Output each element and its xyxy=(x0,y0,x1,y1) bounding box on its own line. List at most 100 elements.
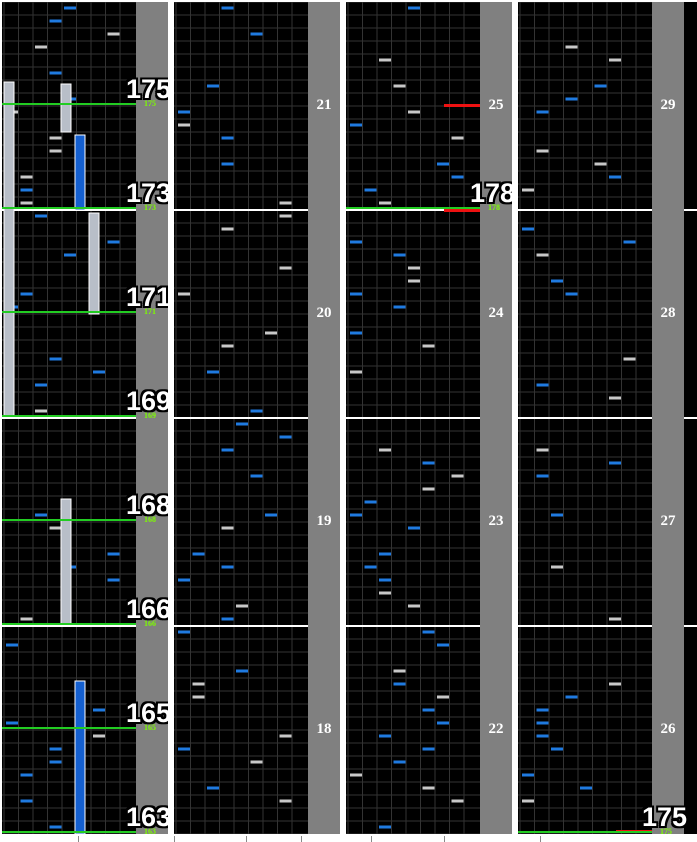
note-blue xyxy=(536,734,549,738)
note-white xyxy=(393,669,406,673)
note-white xyxy=(279,201,292,205)
note-blue xyxy=(422,708,435,712)
note-blue xyxy=(35,513,47,517)
note-blue xyxy=(393,253,406,257)
note-white xyxy=(20,617,33,621)
red-marker xyxy=(444,104,480,107)
note-blue xyxy=(20,292,33,296)
note-blue xyxy=(107,578,120,582)
note-white xyxy=(551,565,563,569)
note-blue xyxy=(522,227,534,231)
note-blue xyxy=(422,747,435,751)
measure-number: 24 xyxy=(488,305,504,321)
note-white xyxy=(408,604,420,608)
note-blue xyxy=(250,32,263,36)
note-blue xyxy=(350,331,362,335)
measure-number: 29 xyxy=(660,97,676,113)
note-white xyxy=(107,32,120,36)
note-blue xyxy=(364,565,377,569)
bpm-small-label: 169 xyxy=(144,411,156,420)
note-white xyxy=(609,682,621,686)
note-blue xyxy=(379,734,391,738)
note-white xyxy=(192,682,205,686)
note-blue xyxy=(379,825,391,829)
note-blue xyxy=(623,240,636,244)
note-white xyxy=(20,201,33,205)
note-blue xyxy=(178,630,190,634)
measure-number: 20 xyxy=(316,305,332,321)
note-white xyxy=(279,734,292,738)
bpm-small-label: 165 xyxy=(144,723,156,732)
note-white xyxy=(609,58,621,62)
note-white xyxy=(350,773,362,777)
note-blue xyxy=(350,240,362,244)
note-blue xyxy=(221,565,234,569)
note-white xyxy=(451,799,464,803)
note-blue xyxy=(522,773,534,777)
note-blue xyxy=(107,552,120,556)
note-blue xyxy=(221,617,234,621)
bpm-label: 163 xyxy=(126,802,168,832)
note-blue xyxy=(178,578,190,582)
note-grid xyxy=(174,2,340,834)
note-blue xyxy=(565,97,578,101)
note-blue xyxy=(178,110,190,114)
note-blue xyxy=(49,357,62,361)
note-white xyxy=(178,292,190,296)
note-blue xyxy=(49,19,62,23)
note-blue xyxy=(350,292,362,296)
measure-number: 22 xyxy=(488,721,504,737)
note-blue xyxy=(49,825,62,829)
note-white xyxy=(565,45,578,49)
red-marker xyxy=(444,209,480,212)
note-white xyxy=(279,266,292,270)
bottom-scrollbar[interactable] xyxy=(0,834,697,842)
note-blue xyxy=(551,513,563,517)
note-blue xyxy=(20,799,33,803)
note-blue xyxy=(20,188,33,192)
bpm-small-label: 175 xyxy=(660,827,672,834)
measure-number-panel xyxy=(652,2,684,834)
note-white xyxy=(221,344,234,348)
note-blue xyxy=(565,292,578,296)
note-blue xyxy=(364,500,377,504)
bpm-small-label: 178 xyxy=(488,203,500,212)
measure-number-panel xyxy=(136,2,168,834)
note-blue xyxy=(221,162,234,166)
note-blue xyxy=(609,461,621,465)
note-blue xyxy=(551,279,563,283)
note-blue xyxy=(565,695,578,699)
note-blue xyxy=(536,110,549,114)
measure-number-panel xyxy=(480,2,512,834)
note-blue xyxy=(6,643,18,647)
note-white xyxy=(250,760,263,764)
note-white xyxy=(522,188,534,192)
column-4: 29 28 27 26 175 175 xyxy=(518,2,697,834)
note-white xyxy=(536,253,549,257)
note-white xyxy=(221,526,234,530)
note-blue xyxy=(437,643,449,647)
note-white xyxy=(379,201,391,205)
note-blue xyxy=(580,786,592,790)
note-blue xyxy=(379,552,391,556)
note-blue xyxy=(236,669,248,673)
measure-number: 28 xyxy=(660,305,676,321)
note-blue xyxy=(350,123,362,127)
bpm-small-label: 166 xyxy=(144,619,156,628)
note-blue xyxy=(350,513,362,517)
note-white xyxy=(594,162,607,166)
bpm-label: 175 xyxy=(642,802,688,832)
note-white xyxy=(192,695,205,699)
note-white xyxy=(49,149,62,153)
note-grid xyxy=(518,2,697,834)
measure-number: 26 xyxy=(660,721,676,737)
note-white xyxy=(408,110,420,114)
note-blue xyxy=(20,773,33,777)
note-blue xyxy=(393,305,406,309)
note-blue xyxy=(536,383,549,387)
note-blue xyxy=(422,630,435,634)
note-blue xyxy=(265,513,277,517)
note-blue xyxy=(221,6,234,10)
note-white xyxy=(437,695,449,699)
note-white xyxy=(408,279,420,283)
